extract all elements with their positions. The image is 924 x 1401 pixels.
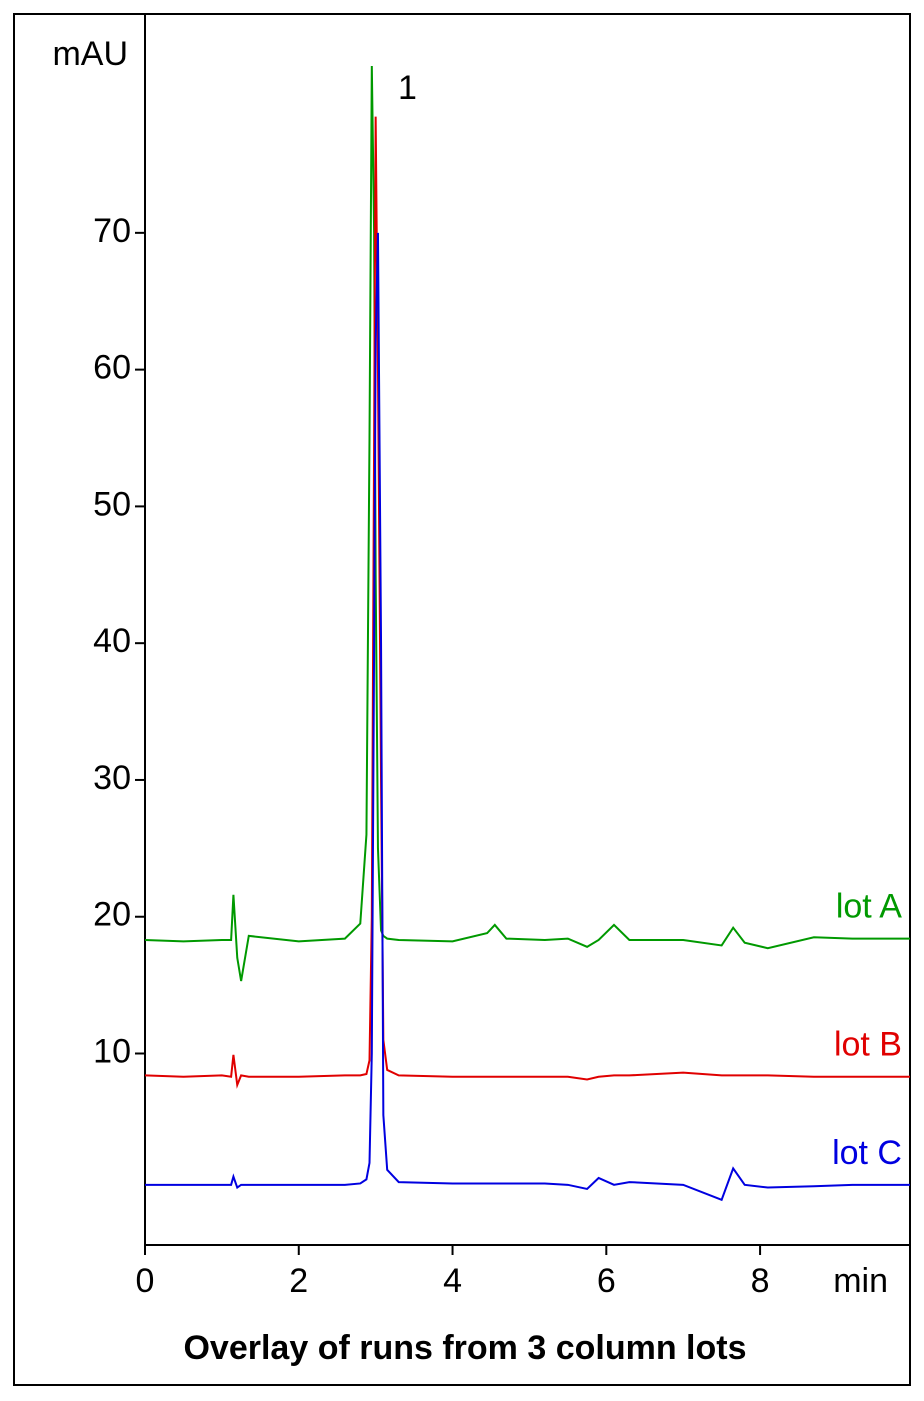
series-line — [145, 116, 910, 1089]
y-tick-label: 30 — [93, 759, 131, 797]
y-axis-label: mAU — [52, 35, 128, 73]
series-label: lot C — [832, 1134, 902, 1172]
x-tick-label: 4 — [443, 1262, 462, 1300]
x-tick-label: 8 — [751, 1262, 770, 1300]
y-tick-label: 10 — [93, 1032, 131, 1070]
frame — [13, 13, 911, 1386]
y-tick-label: 20 — [93, 896, 131, 934]
y-tick-label: 40 — [93, 622, 131, 660]
plot-area — [145, 65, 910, 1202]
x-tick-label: 0 — [136, 1262, 155, 1300]
y-tick-label: 50 — [93, 485, 131, 523]
x-axis-label: min — [833, 1262, 888, 1300]
series-label: lot B — [834, 1026, 902, 1064]
x-tick-label: 2 — [289, 1262, 308, 1300]
x-tick-label: 6 — [597, 1262, 616, 1300]
peak-annotation: 1 — [398, 69, 417, 107]
series-label: lot A — [836, 888, 902, 926]
y-tick-label: 60 — [93, 349, 131, 387]
y-tick-label: 70 — [93, 212, 131, 250]
series-line — [145, 232, 910, 1202]
series-line — [145, 65, 910, 982]
chart-title: Overlay of runs from 3 column lots — [183, 1329, 746, 1367]
